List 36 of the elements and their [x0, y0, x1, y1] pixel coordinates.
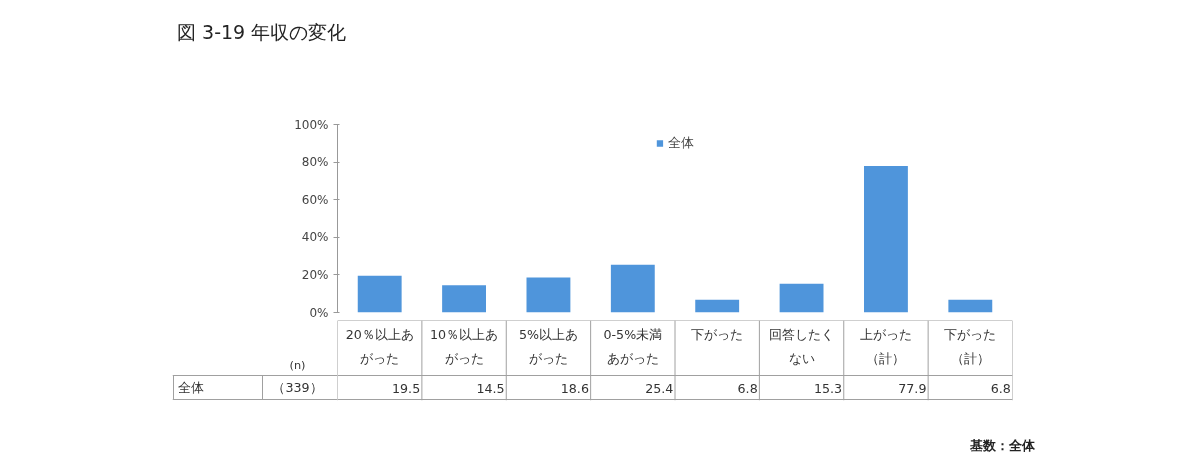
x-tick-label: 下がった [691, 327, 744, 342]
x-tick-label: 10％以上あがった [430, 327, 499, 366]
x-tick-label: 回答したくない [769, 327, 835, 366]
data-label: 19.5 [392, 381, 421, 396]
data-label: 77.9 [898, 381, 927, 396]
text: 全体 [177, 380, 204, 395]
bar [357, 275, 402, 313]
data-label: 18.6 [560, 381, 589, 396]
bar [442, 285, 486, 313]
text: （339） [272, 380, 323, 395]
y-tick-label: 0% [309, 305, 329, 320]
bar [526, 277, 571, 313]
y-tick-label: 60% [301, 192, 329, 207]
data-label: 6.8 [990, 381, 1011, 396]
y-tick-label: 80% [301, 155, 329, 170]
y-tick-label: 40% [301, 230, 329, 245]
x-tick-label: 0-5%未満あがった [603, 327, 663, 366]
bar [695, 299, 740, 313]
data-label: 6.8 [737, 381, 758, 396]
chart-title: 図 3-19 年収の変化 [177, 20, 347, 45]
text: (n) [289, 357, 306, 372]
y-tick-label: 100% [294, 117, 329, 132]
data-label: 14.5 [476, 381, 505, 396]
x-tick-label: 上がった（計） [859, 327, 912, 366]
legend-label: 全体 [668, 134, 694, 152]
x-tick-label: 下がった（計） [944, 327, 997, 366]
bar [610, 264, 655, 313]
text: 基数：全体 [970, 437, 1035, 455]
y-tick-label: 20% [301, 267, 329, 282]
bar [864, 166, 908, 313]
x-tick-label: 20％以上あがった [345, 327, 414, 366]
data-label: 15.3 [813, 381, 843, 396]
data-label: 25.4 [645, 381, 674, 396]
bar [948, 299, 993, 313]
x-tick-label: 5%以上あがった [518, 327, 578, 366]
bar [779, 283, 824, 313]
